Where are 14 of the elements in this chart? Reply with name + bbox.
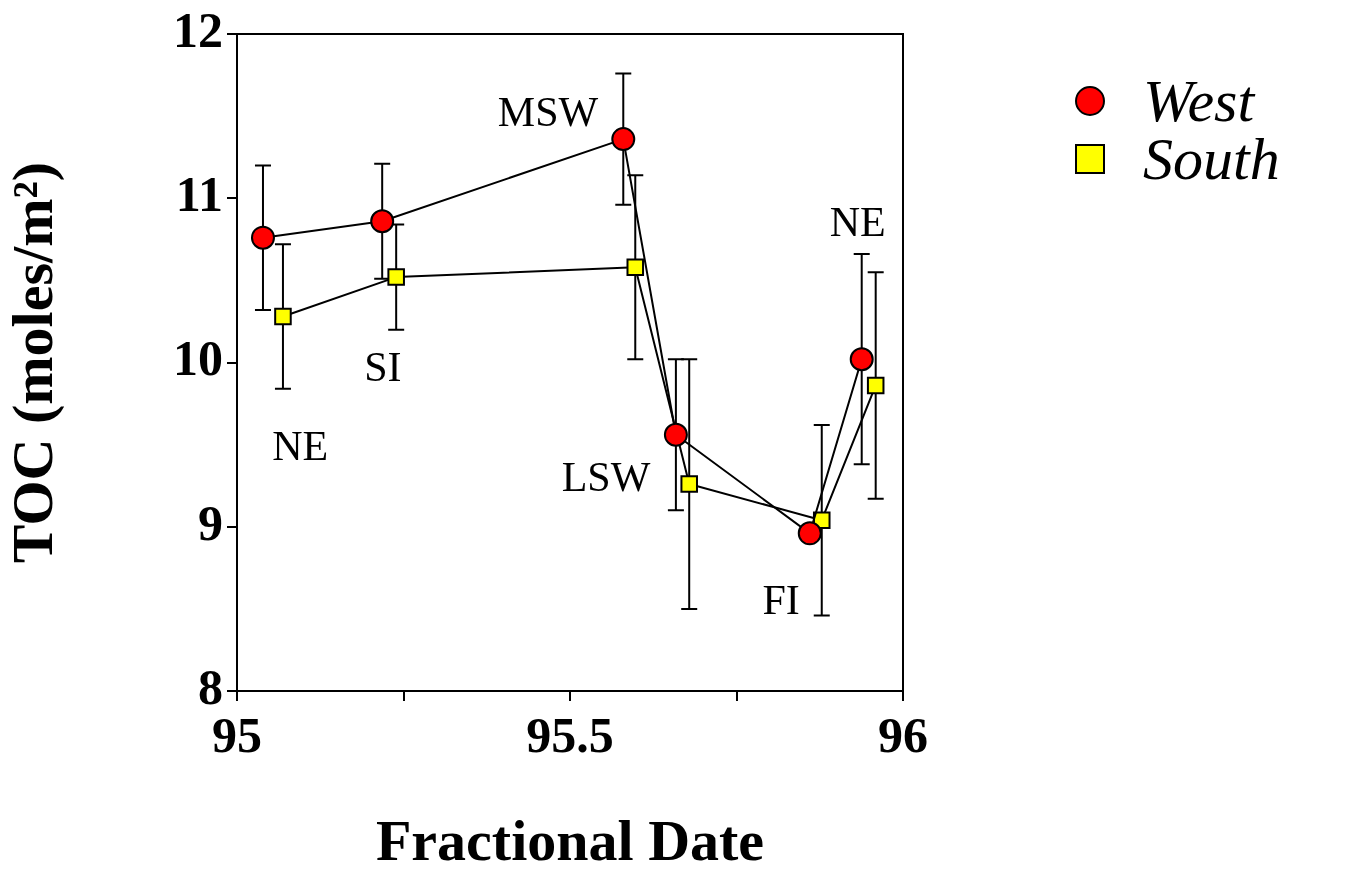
annotation: MSW: [497, 88, 599, 135]
y-tick-label: 11: [175, 166, 223, 223]
annotation: NE: [829, 199, 886, 246]
y-axis-title: TOC (moles/m²): [0, 161, 65, 564]
x-tick-label: 95.5: [526, 706, 614, 763]
annotation: SI: [364, 343, 402, 390]
annotation: LSW: [561, 454, 651, 501]
annotation: NE: [272, 422, 329, 469]
y-tick-label: 10: [173, 330, 223, 387]
y-tick-label: 9: [198, 494, 223, 551]
annotation: FI: [762, 576, 800, 623]
x-tick-label: 96: [878, 706, 928, 763]
x-axis-title: Fractional Date: [375, 808, 765, 874]
y-tick-label: 12: [173, 1, 223, 58]
